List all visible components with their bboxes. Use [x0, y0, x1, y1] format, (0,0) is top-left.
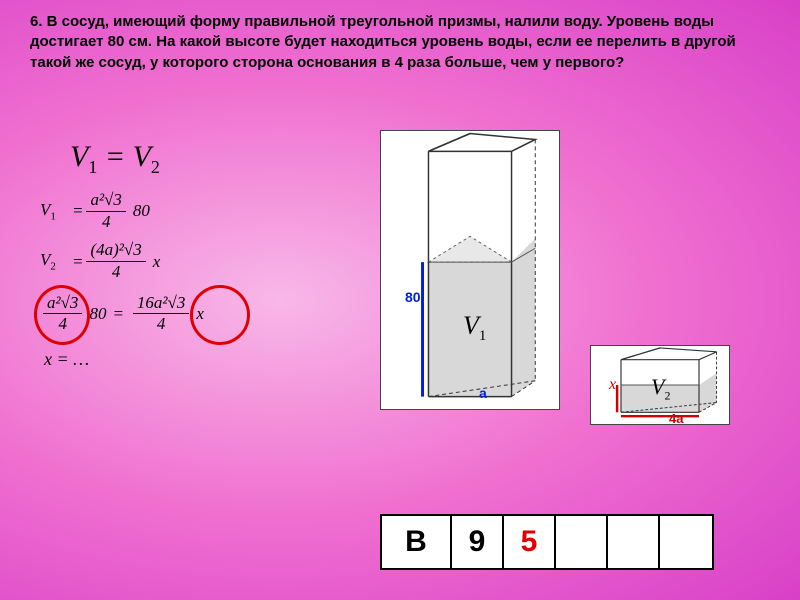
frac-v1: a²√3 4 — [86, 190, 125, 232]
v1s: 1 — [479, 328, 487, 344]
label-v1: V1 — [463, 311, 486, 345]
sub1: 1 — [88, 157, 97, 177]
v1: V — [463, 311, 479, 340]
v1-sym: V — [70, 140, 88, 173]
small-prism: x V2 4а — [590, 345, 730, 425]
frac-v2: (4a)²√3 4 — [86, 240, 145, 282]
eq3-d1: 4 — [54, 314, 71, 335]
v2-s: 2 — [50, 261, 56, 273]
eq3-eq: = — [112, 304, 123, 324]
eq3-after: x — [196, 304, 204, 324]
v1-den: 4 — [98, 212, 115, 233]
large-prism-svg — [381, 131, 559, 409]
eq3-n1: a²√3 — [43, 293, 82, 315]
frac-left: a²√3 4 — [43, 293, 82, 335]
v2-num: (4a)²√3 — [86, 240, 145, 262]
answer-cell-9: 9 — [452, 516, 504, 568]
answer-cell-empty3 — [660, 516, 712, 568]
v2s: 2 — [664, 388, 670, 402]
label-v2: V2 — [651, 374, 670, 403]
large-prism: 80 V1 а — [380, 130, 560, 410]
equation-main: V1 = V2 — [40, 140, 350, 178]
equation-circled: a²√3 4 80 = 16a²√3 4 x — [40, 293, 350, 335]
eq-mid: = V — [97, 140, 151, 173]
frac-right: 16a²√3 4 — [133, 293, 189, 335]
eq3-n2: 16a²√3 — [133, 293, 189, 315]
answer-cell-empty2 — [608, 516, 660, 568]
equation-v2: V2 = (4a)²√3 4 x — [40, 240, 350, 282]
label-80: 80 — [405, 289, 421, 305]
v2-l: V — [40, 250, 50, 269]
answer-cell-b: В — [382, 516, 452, 568]
math-equations: V1 = V2 V1 = a²√3 4 80 V2 = (4a)²√3 4 x … — [40, 140, 350, 370]
v2-den: 4 — [108, 262, 125, 283]
v1-num: a²√3 — [86, 190, 125, 212]
v2: V — [651, 374, 664, 399]
v2-after: x — [153, 252, 161, 272]
eq3-d2: 4 — [153, 314, 170, 335]
equation-v1: V1 = a²√3 4 80 — [40, 190, 350, 232]
label-a: а — [479, 385, 487, 401]
v1-after: 80 — [133, 201, 150, 221]
sub2: 2 — [151, 157, 160, 177]
answer-cell-5: 5 — [504, 516, 556, 568]
eq3-m1: 80 — [89, 304, 106, 324]
answer-cell-empty1 — [556, 516, 608, 568]
answer-table: В 9 5 — [380, 514, 714, 570]
v1-eq: = — [72, 201, 83, 221]
v1-s: 1 — [50, 210, 56, 222]
label-x: x — [609, 376, 616, 394]
label-4a: 4а — [669, 411, 683, 426]
answer-x: x = … — [40, 349, 350, 370]
problem-text: 6. В сосуд, имеющий форму правильной тре… — [30, 12, 770, 73]
v1-l: V — [40, 200, 50, 219]
v2-eq: = — [72, 252, 83, 272]
